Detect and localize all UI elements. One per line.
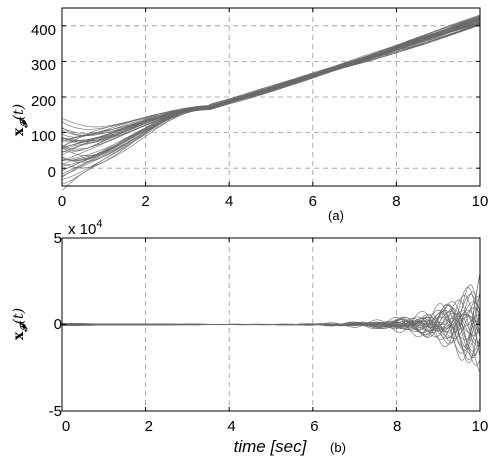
y-axis-label-b-main: x — [11, 331, 27, 340]
y-tick-label-b-0: -5 — [49, 403, 62, 420]
trajectory-a-37 — [61, 18, 481, 165]
y-tick-label-a-3: 300 — [31, 57, 56, 74]
x-tick-label-a-5: 10 — [472, 193, 489, 210]
series-a — [61, 14, 481, 191]
trajectory-a-2 — [61, 19, 481, 135]
trajectory-a-38 — [61, 22, 481, 156]
y-tick-label-a-4: 400 — [31, 22, 56, 39]
trajectory-b-5 — [62, 301, 481, 366]
panel-label-b: (b) — [330, 440, 346, 455]
y-axis-label-a-main: x — [11, 127, 27, 136]
x-axis-label-b: time [sec] — [234, 437, 308, 456]
x-tick-label-b-0: 0 — [62, 418, 70, 435]
x-tick-label-a-0: 0 — [58, 193, 66, 210]
x-tick-label-b-2: 4 — [227, 418, 235, 435]
trajectory-a-39 — [61, 15, 481, 162]
x-tick-label-a-2: 4 — [225, 193, 233, 210]
series-b — [61, 273, 481, 373]
exponent-power-b: 4 — [96, 218, 102, 230]
y-axis-label-b-tail: (t) — [11, 308, 27, 325]
trajectory-a-19 — [61, 18, 481, 191]
trajectory-a-25 — [61, 19, 481, 141]
x-tick-label-b-4: 8 — [393, 418, 401, 435]
trajectory-a-36 — [61, 20, 481, 130]
trajectory-b-13 — [62, 303, 481, 360]
chart-a: 0 2 4 6 8 10 0 100 200 300 400 x𝓕(t) (a) — [11, 7, 489, 223]
y-tick-label-b-1: 0 — [54, 316, 62, 333]
trajectory-b-29 — [61, 305, 481, 358]
y-axis-label-a: x𝓕(t) — [11, 104, 30, 136]
exponent-base-b: x 10 — [68, 221, 96, 238]
y-axis-label-a-tail: (t) — [11, 104, 27, 121]
x-tick-label-b-5: 10 — [472, 418, 489, 435]
exponent-label-b: x 104 — [68, 218, 102, 238]
x-tick-label-a-3: 6 — [309, 193, 317, 210]
y-tick-label-b-2: 5 — [54, 230, 62, 247]
trajectory-b-25 — [61, 295, 481, 340]
trajectory-a-6 — [61, 17, 481, 128]
y-tick-label-a-0: 0 — [48, 164, 56, 181]
x-tick-label-b-3: 6 — [310, 418, 318, 435]
trajectory-b-26 — [62, 308, 481, 357]
ticks-b — [61, 237, 481, 412]
x-tick-label-b-1: 2 — [145, 418, 153, 435]
ticks-a — [61, 8, 481, 186]
trajectory-b-15 — [61, 304, 481, 364]
y-axis-label-b: x𝓕(t) — [11, 308, 30, 340]
panel-label-a: (a) — [328, 208, 344, 223]
trajectory-b-10 — [62, 299, 481, 373]
chart-b: x 104 0 2 4 6 8 10 -5 0 5 x𝓕(t) time [se… — [11, 218, 488, 456]
x-tick-label-a-4: 8 — [392, 193, 400, 210]
y-axis-label-b-sub: 𝓕 — [19, 320, 30, 333]
x-tick-label-a-1: 2 — [141, 193, 149, 210]
y-tick-label-a-1: 100 — [31, 128, 56, 145]
grid-a — [62, 8, 480, 186]
y-tick-label-a-2: 200 — [31, 93, 56, 110]
y-axis-label-a-sub: 𝓕 — [19, 116, 30, 129]
